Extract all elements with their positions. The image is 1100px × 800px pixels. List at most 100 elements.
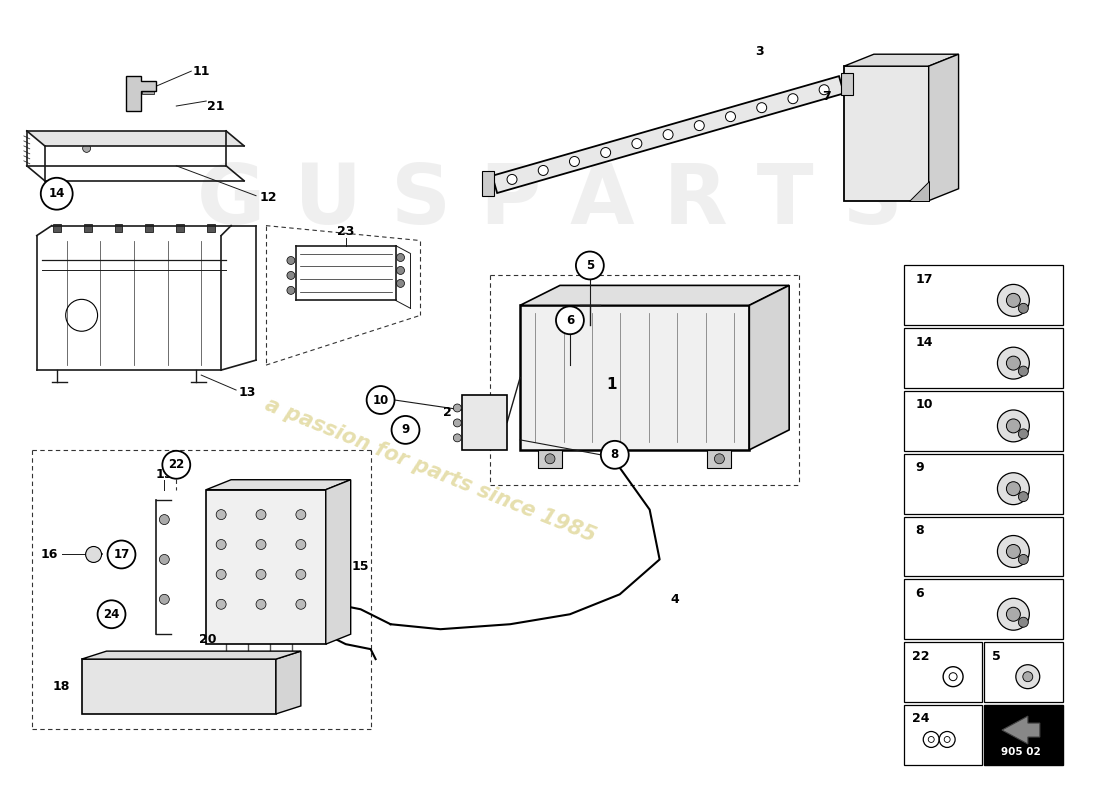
- Polygon shape: [928, 54, 958, 201]
- Circle shape: [714, 454, 725, 464]
- Text: 7: 7: [822, 90, 830, 102]
- Text: 9: 9: [402, 423, 409, 436]
- Text: 14: 14: [915, 336, 933, 349]
- Text: 15: 15: [352, 561, 370, 574]
- Circle shape: [1006, 482, 1021, 496]
- Circle shape: [576, 251, 604, 279]
- Text: 10: 10: [915, 398, 933, 411]
- Circle shape: [556, 306, 584, 334]
- Circle shape: [82, 144, 90, 152]
- Circle shape: [998, 535, 1030, 567]
- Text: G U S P A R T S: G U S P A R T S: [197, 160, 903, 241]
- Circle shape: [1006, 356, 1021, 370]
- Circle shape: [726, 112, 736, 122]
- Text: 21: 21: [208, 99, 224, 113]
- Polygon shape: [206, 480, 351, 490]
- Circle shape: [694, 121, 704, 130]
- Circle shape: [160, 594, 169, 604]
- Circle shape: [453, 419, 461, 427]
- Circle shape: [1006, 545, 1021, 558]
- Text: 17: 17: [113, 548, 130, 561]
- Bar: [904, 579, 1064, 639]
- Circle shape: [538, 166, 548, 175]
- Circle shape: [944, 737, 950, 742]
- Bar: [538, 450, 562, 468]
- Circle shape: [256, 510, 266, 519]
- Bar: [482, 170, 494, 196]
- Bar: [984, 642, 1064, 702]
- Circle shape: [41, 178, 73, 210]
- Text: 3: 3: [755, 45, 763, 58]
- Bar: [904, 266, 1064, 326]
- Text: 22: 22: [912, 650, 930, 662]
- Circle shape: [601, 147, 610, 158]
- Text: 4: 4: [670, 593, 679, 606]
- Polygon shape: [326, 480, 351, 644]
- Text: 13: 13: [239, 386, 255, 398]
- Circle shape: [1015, 665, 1040, 689]
- Circle shape: [108, 541, 135, 569]
- Circle shape: [544, 454, 556, 464]
- Circle shape: [663, 130, 673, 139]
- Polygon shape: [126, 76, 156, 111]
- Circle shape: [86, 546, 101, 562]
- Bar: [842, 73, 852, 95]
- Circle shape: [570, 157, 580, 166]
- Circle shape: [820, 85, 829, 94]
- Polygon shape: [749, 286, 789, 450]
- Bar: [904, 705, 982, 765]
- Text: 8: 8: [915, 524, 924, 537]
- Circle shape: [1006, 419, 1021, 433]
- Polygon shape: [844, 54, 958, 66]
- Circle shape: [998, 347, 1030, 379]
- Circle shape: [217, 599, 227, 610]
- Polygon shape: [909, 181, 928, 201]
- Circle shape: [949, 673, 957, 681]
- Text: 17: 17: [915, 273, 933, 286]
- Circle shape: [217, 539, 227, 550]
- Text: 2: 2: [443, 406, 452, 419]
- Circle shape: [287, 271, 295, 279]
- Text: 9: 9: [915, 462, 924, 474]
- Bar: [145, 224, 153, 231]
- Circle shape: [1019, 618, 1028, 627]
- Bar: [114, 224, 122, 231]
- Circle shape: [601, 441, 629, 469]
- Circle shape: [296, 510, 306, 519]
- Circle shape: [160, 554, 169, 565]
- Circle shape: [287, 286, 295, 294]
- Circle shape: [453, 434, 461, 442]
- Bar: [844, 66, 928, 201]
- Circle shape: [296, 570, 306, 579]
- Circle shape: [998, 410, 1030, 442]
- Circle shape: [928, 737, 934, 742]
- Polygon shape: [26, 131, 244, 146]
- Circle shape: [296, 539, 306, 550]
- Text: 19: 19: [156, 468, 173, 482]
- Bar: [707, 450, 732, 468]
- Polygon shape: [492, 76, 844, 193]
- Circle shape: [631, 138, 641, 149]
- Text: 6: 6: [565, 314, 574, 326]
- Circle shape: [998, 473, 1030, 505]
- Text: 14: 14: [48, 187, 65, 200]
- Circle shape: [507, 174, 517, 185]
- Circle shape: [163, 451, 190, 478]
- Text: 5: 5: [992, 650, 1001, 662]
- Text: 5: 5: [585, 259, 594, 272]
- Polygon shape: [81, 651, 301, 659]
- Text: 22: 22: [168, 458, 185, 471]
- Circle shape: [1006, 607, 1021, 622]
- Circle shape: [1023, 672, 1033, 682]
- Bar: [904, 454, 1064, 514]
- Polygon shape: [520, 286, 789, 306]
- Bar: [53, 224, 60, 231]
- Text: 20: 20: [199, 633, 217, 646]
- Circle shape: [1019, 303, 1028, 314]
- Text: 24: 24: [103, 608, 120, 621]
- Circle shape: [757, 102, 767, 113]
- Circle shape: [1019, 554, 1028, 565]
- Circle shape: [1019, 429, 1028, 439]
- Circle shape: [256, 570, 266, 579]
- Bar: [84, 224, 91, 231]
